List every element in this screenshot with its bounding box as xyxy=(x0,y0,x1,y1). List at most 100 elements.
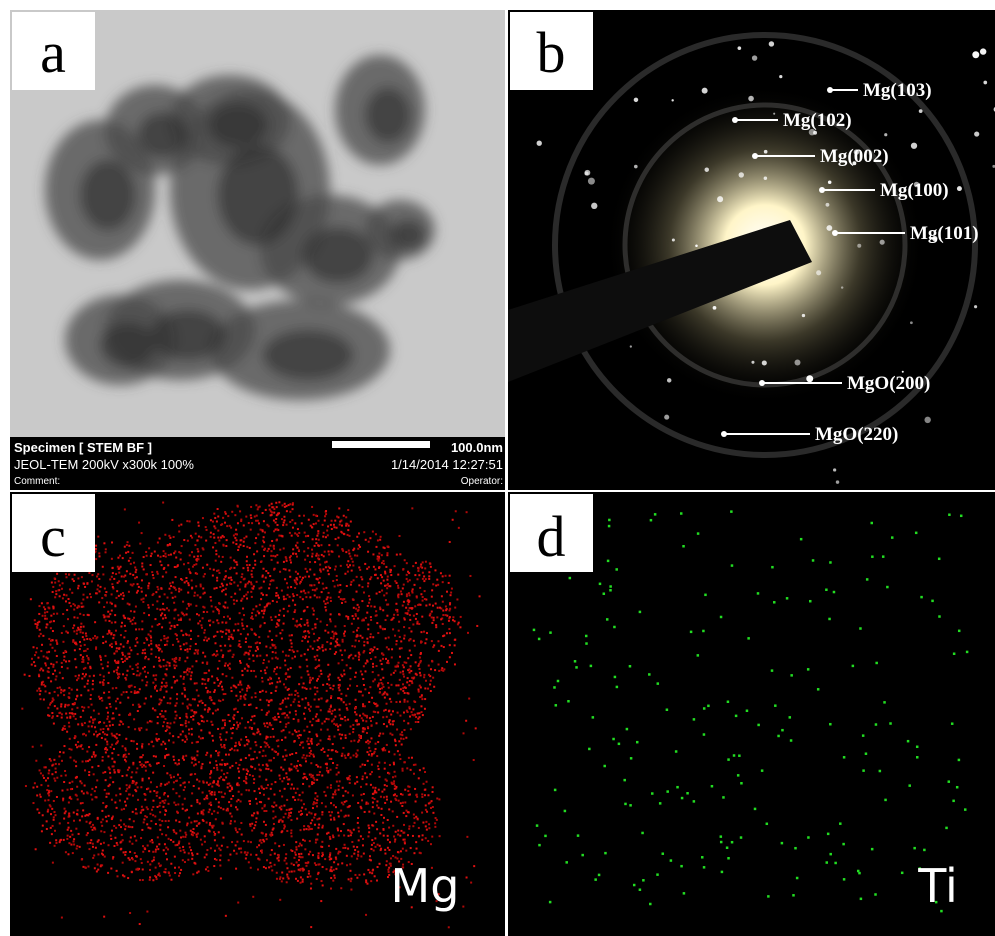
mg-dot xyxy=(47,809,49,811)
mg-dot xyxy=(204,573,206,575)
mg-dot xyxy=(191,733,193,735)
mg-dot xyxy=(245,638,247,640)
mg-dot xyxy=(393,672,395,674)
mg-dot xyxy=(428,665,430,667)
mg-dot xyxy=(401,734,403,736)
mg-dot xyxy=(289,559,291,561)
mg-dot xyxy=(329,708,331,710)
mg-dot xyxy=(88,572,90,574)
mg-dot xyxy=(476,625,478,627)
mg-dot xyxy=(135,771,137,773)
mg-dot xyxy=(298,549,300,551)
mg-dot xyxy=(381,653,383,655)
mg-dot xyxy=(120,819,122,821)
mg-dot xyxy=(378,566,380,568)
mg-dot xyxy=(375,791,377,793)
mg-dot xyxy=(357,802,359,804)
mg-dot xyxy=(89,638,91,640)
mg-dot xyxy=(165,556,167,558)
mg-dot xyxy=(218,540,220,542)
mg-dot xyxy=(158,644,160,646)
mg-dot xyxy=(148,743,150,745)
mg-dot xyxy=(264,531,266,533)
mg-dot xyxy=(321,554,323,556)
mg-dot xyxy=(240,822,242,824)
mg-dot xyxy=(155,823,157,825)
mg-dot xyxy=(233,654,235,656)
mg-dot xyxy=(141,566,143,568)
mg-dot xyxy=(424,598,426,600)
mg-dot xyxy=(386,716,388,718)
mg-dot xyxy=(177,803,179,805)
mg-dot xyxy=(313,523,315,525)
mg-dot xyxy=(226,731,228,733)
mg-dot xyxy=(206,529,208,531)
mg-dot xyxy=(181,693,183,695)
mg-dot xyxy=(295,713,297,715)
mg-dot xyxy=(81,602,83,604)
mg-dot xyxy=(347,848,349,850)
mg-dot xyxy=(427,794,429,796)
mg-dot xyxy=(157,624,159,626)
mg-dot xyxy=(194,759,196,761)
mg-dot xyxy=(225,739,227,741)
mg-dot xyxy=(82,733,84,735)
mg-dot xyxy=(233,535,235,537)
mg-dot xyxy=(315,659,317,661)
mg-dot xyxy=(357,610,359,612)
mg-dot xyxy=(251,522,253,524)
mg-dot xyxy=(370,737,372,739)
mg-dot xyxy=(417,718,419,720)
mg-dot xyxy=(213,653,215,655)
mg-dot xyxy=(295,878,297,880)
mg-dot xyxy=(409,716,411,718)
mg-dot xyxy=(211,724,213,726)
mg-dot xyxy=(288,569,290,571)
particle-core xyxy=(138,113,188,158)
mg-dot xyxy=(270,736,272,738)
mg-dot xyxy=(259,776,261,778)
mg-dot xyxy=(238,784,240,786)
mg-dot xyxy=(224,602,226,604)
spot xyxy=(819,187,825,193)
mg-dot xyxy=(279,571,281,573)
mg-dot xyxy=(416,623,418,625)
mg-dot xyxy=(50,663,52,665)
mg-dot xyxy=(229,854,231,856)
mg-dot xyxy=(257,610,259,612)
mg-dot xyxy=(94,790,96,792)
mg-dot xyxy=(74,702,76,704)
mg-dot xyxy=(88,730,90,732)
mg-dot xyxy=(419,657,421,659)
mg-dot xyxy=(328,811,330,813)
mg-dot xyxy=(358,739,360,741)
mg-dot xyxy=(357,604,359,606)
mg-dot xyxy=(297,528,299,530)
mg-dot xyxy=(216,654,218,656)
mg-dot xyxy=(74,574,76,576)
mg-dot xyxy=(334,653,336,655)
mg-dot xyxy=(402,690,404,692)
mg-dot xyxy=(41,644,43,646)
mg-dot xyxy=(211,605,213,607)
mg-dot xyxy=(223,773,225,775)
mg-dot xyxy=(36,786,38,788)
mg-dot xyxy=(157,647,159,649)
mg-dot xyxy=(32,802,34,804)
mg-dot xyxy=(209,619,211,621)
operator: Operator: xyxy=(461,476,503,487)
mg-dot xyxy=(436,797,438,799)
mg-dot xyxy=(134,860,136,862)
mg-dot xyxy=(45,690,47,692)
mg-dot xyxy=(248,658,250,660)
mg-dot xyxy=(189,572,191,574)
mg-dot xyxy=(293,718,295,720)
mg-dot xyxy=(103,831,105,833)
mg-dot xyxy=(388,808,390,810)
mg-dot xyxy=(365,617,367,619)
mg-dot xyxy=(257,868,259,870)
mg-dot xyxy=(188,721,190,723)
mg-dot xyxy=(170,879,172,881)
mg-dot xyxy=(217,709,219,711)
mg-dot xyxy=(318,852,320,854)
